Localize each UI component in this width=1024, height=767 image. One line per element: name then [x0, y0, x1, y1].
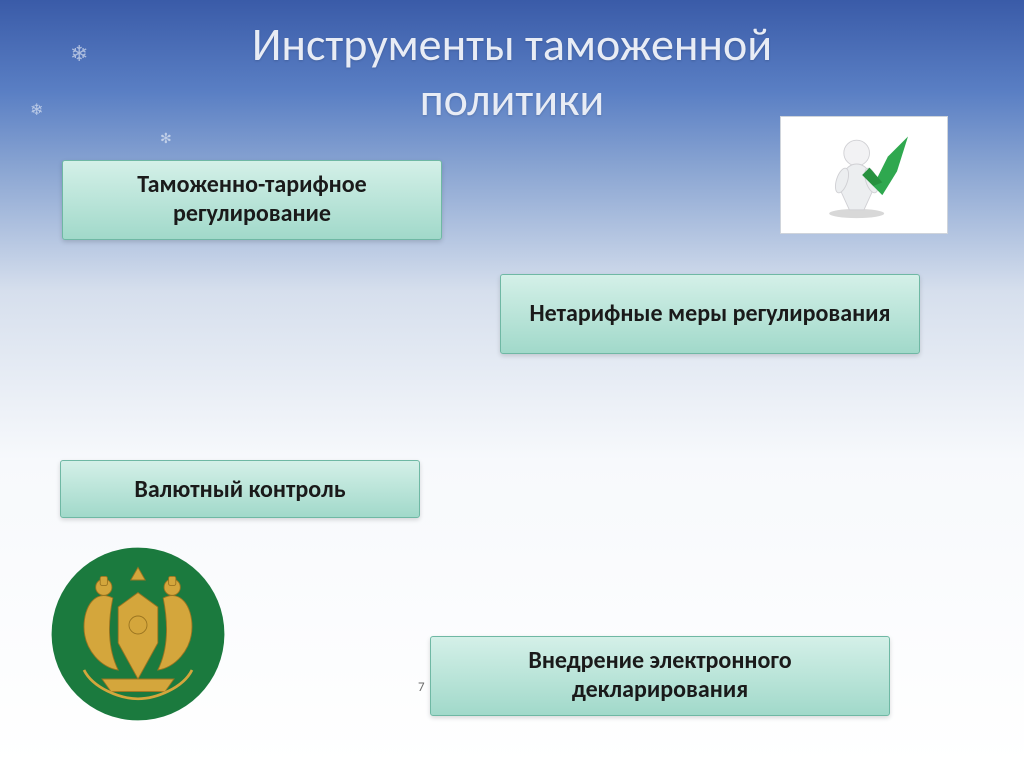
title-line-2: политики: [420, 72, 605, 128]
slide: Инструменты таможенной политики ❄ ✻ ❄ Та…: [0, 0, 1024, 767]
snowflake-icon: ✻: [160, 130, 172, 147]
box-currency-control: Валютный контроль: [60, 460, 420, 518]
box-label: Таможенно-тарифное регулирование: [73, 171, 431, 229]
checkmark-figure-icon: [780, 116, 948, 234]
box-label: Внедрение электронного декларирования: [441, 647, 879, 705]
title-line-1: Инструменты таможенной: [252, 17, 772, 73]
page-number: 7: [418, 680, 425, 695]
box-label: Нетарифные меры регулирования: [530, 300, 891, 329]
box-electronic-declaration: Внедрение электронного декларирования: [430, 636, 890, 716]
box-nontariff-measures: Нетарифные меры регулирования: [500, 274, 920, 354]
box-label: Валютный контроль: [134, 475, 345, 504]
box-tariff-regulation: Таможенно-тарифное регулирование: [62, 160, 442, 240]
slide-title: Инструменты таможенной политики: [0, 0, 1024, 128]
customs-emblem-icon: [48, 544, 228, 724]
